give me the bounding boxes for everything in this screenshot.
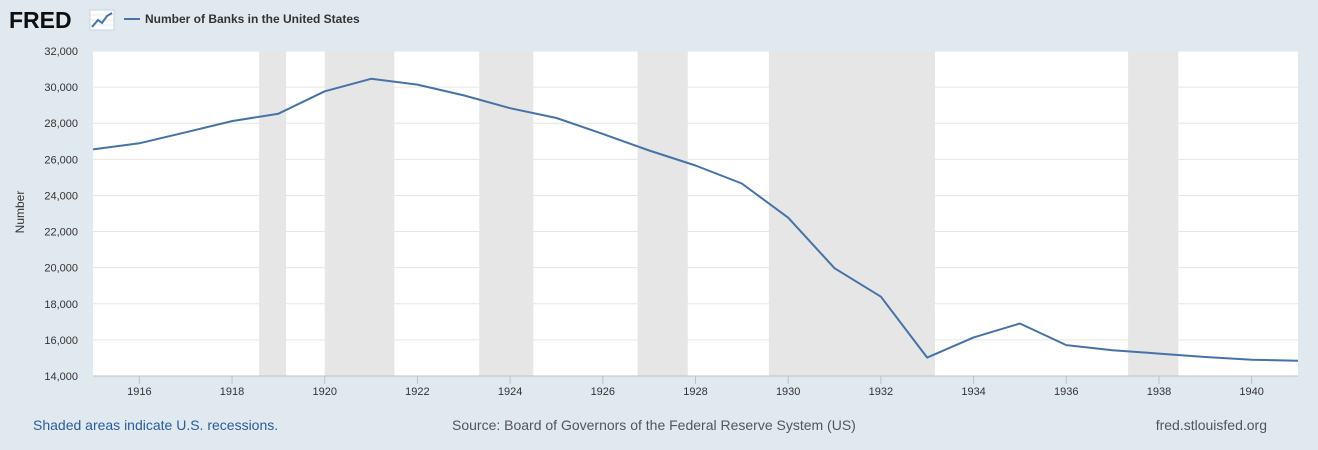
y-tick-label: 30,000 (44, 82, 78, 94)
site-link[interactable]: fred.stlouisfed.org (1155, 417, 1267, 433)
y-tick-label: 32,000 (44, 46, 78, 58)
y-tick-label: 14,000 (44, 371, 78, 383)
fred-logo-text[interactable]: FRED (9, 7, 72, 33)
x-tick-label: 1932 (869, 386, 893, 398)
y-tick-label: 16,000 (44, 335, 78, 347)
y-axis-ticks: 14,000 16,000 18,000 20,000 22,000 24,000 26,0… (44, 46, 78, 383)
series-line-0 (92, 77, 1299, 362)
x-tick-label: 1920 (312, 386, 336, 398)
recession-band-1 (324, 51, 395, 376)
source-text: Source: Board of Governors of the Federa… (452, 417, 856, 433)
y-tick-label: 28,000 (44, 118, 78, 130)
x-tick-label: 1918 (220, 386, 244, 398)
x-tick-label: 1930 (776, 386, 800, 398)
recession-band-4 (768, 51, 935, 376)
x-tick-label: 1916 (127, 386, 151, 398)
recession-bands (259, 51, 1179, 376)
recession-band-3 (637, 51, 688, 376)
series-layer (92, 77, 1299, 362)
x-tick-label: 1940 (1239, 386, 1263, 398)
x-axis-ticks: 1916 1918 1920 1922 1924 1926 1928 1930 1932 1934… (93, 375, 1298, 398)
y-tick-label: 18,000 (44, 299, 78, 311)
x-tick-label: 1924 (498, 386, 522, 398)
y-tick-label: 24,000 (44, 190, 78, 202)
chart-svg: FRED Number of Banks in the United State… (9, 7, 1299, 398)
x-tick-label: 1934 (961, 386, 985, 398)
y-tick-label: 20,000 (44, 263, 78, 275)
recession-note[interactable]: Shaded areas indicate U.S. recessions. (33, 417, 279, 433)
y-axis-title: Number (13, 191, 27, 234)
x-tick-label: 1928 (683, 386, 707, 398)
x-tick-label: 1936 (1054, 386, 1078, 398)
recession-band-2 (479, 51, 534, 376)
y-tick-label: 26,000 (44, 154, 78, 166)
x-tick-label: 1926 (591, 386, 615, 398)
y-tick-label: 22,000 (44, 227, 78, 239)
recession-band-0 (259, 51, 287, 376)
x-tick-label: 1938 (1147, 386, 1171, 398)
recession-band-5 (1128, 51, 1179, 376)
fred-trend-chart-icon (89, 9, 115, 31)
grid-lines (93, 50, 1298, 341)
legend-series-name: Number of Banks in the United States (145, 12, 360, 26)
x-tick-label: 1922 (405, 386, 429, 398)
